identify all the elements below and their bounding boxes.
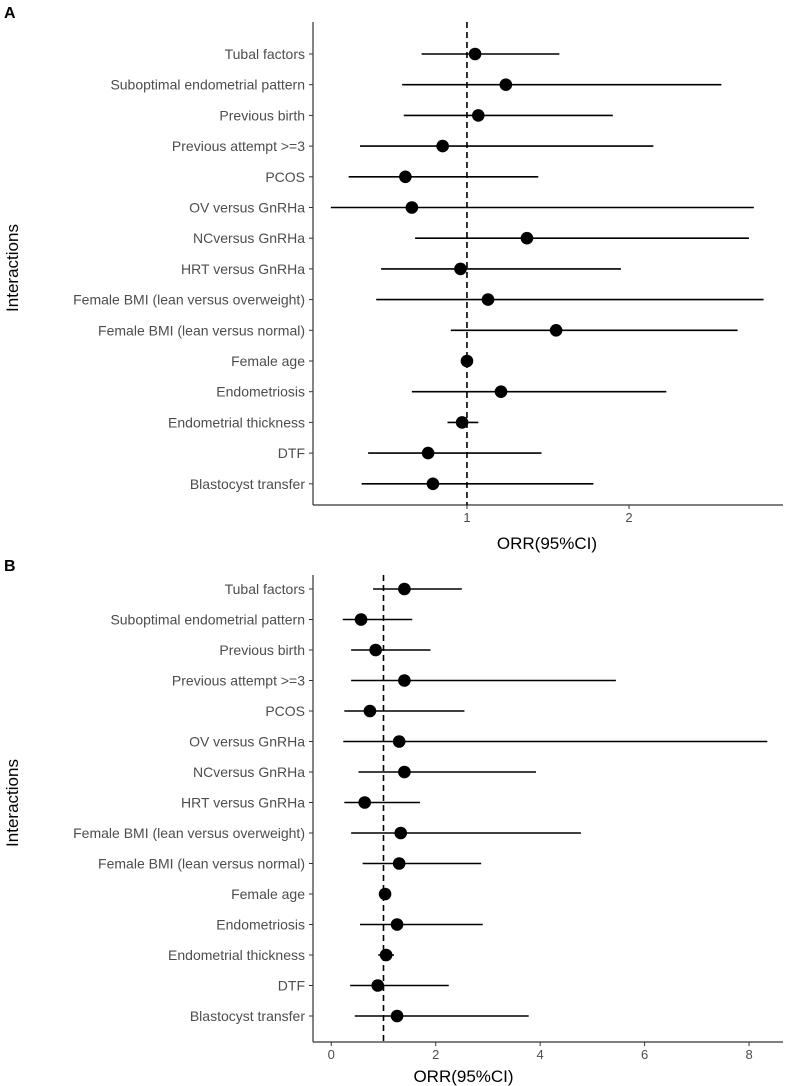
row-label: Tubal factors	[225, 581, 305, 597]
row-label: OV versus GnRHa	[189, 734, 305, 750]
orr-point	[436, 139, 449, 153]
orr-point	[398, 582, 411, 596]
orr-point	[460, 354, 474, 368]
row-label: Previous birth	[219, 107, 305, 123]
y-axis-title: Interactions	[3, 224, 22, 312]
orr-point	[405, 201, 419, 214]
orr-point	[378, 887, 392, 901]
panel-a: A 1 2 Tubal factors Suboptimal endometrial p…	[3, 5, 783, 553]
orr-point	[426, 477, 440, 491]
row-label: Endometriosis	[216, 917, 305, 933]
row-label: Previous attempt >=3	[172, 673, 305, 689]
row-label: Female BMI (lean versus normal)	[98, 322, 305, 338]
orr-point	[398, 674, 411, 687]
row-label: Female BMI (lean versus overweight)	[73, 292, 305, 308]
orr-point	[363, 704, 377, 718]
x-axis-title: ORR(95%CI)	[497, 534, 597, 553]
orr-point	[454, 262, 467, 276]
orr-point	[398, 765, 411, 779]
panel-b: B 0 2 4 6 8 Tubal factors Suboptimal endometria…	[3, 558, 783, 1086]
row-label: Endometrial thickness	[168, 947, 305, 963]
row-label: HRT versus GnRHa	[181, 795, 305, 811]
orr-point	[549, 324, 563, 337]
row-label: HRT versus GnRHa	[181, 261, 305, 277]
orr-point	[455, 416, 469, 429]
row-label: Previous attempt >=3	[172, 138, 305, 154]
row-label: Previous birth	[219, 642, 305, 658]
orr-point	[392, 857, 406, 870]
panel-label: B	[4, 558, 16, 575]
row-label: Suboptimal endometrial pattern	[110, 612, 305, 628]
row-label: OV versus GnRHa	[189, 200, 305, 216]
orr-point	[379, 948, 393, 962]
row-label: NCversus GnRHa	[193, 764, 305, 780]
row-label: PCOS	[265, 169, 305, 185]
orr-point	[371, 979, 385, 992]
row-label: PCOS	[265, 703, 305, 719]
row-label: Blastocyst transfer	[190, 476, 305, 492]
x-tick-label: 6	[641, 1047, 648, 1062]
x-tick-label: 1	[463, 510, 470, 525]
orr-point	[390, 1009, 404, 1023]
orr-point	[390, 918, 404, 931]
x-tick-label: 4	[537, 1047, 544, 1062]
x-axis-title: ORR(95%CI)	[413, 1067, 513, 1086]
row-label: Female age	[231, 353, 305, 369]
x-tick-label: 2	[625, 510, 632, 525]
orr-point	[392, 735, 406, 748]
orr-point	[394, 826, 408, 840]
row-label: Female age	[231, 886, 305, 902]
orr-point	[520, 231, 534, 245]
row-label: DTF	[278, 445, 305, 461]
row-label: DTF	[278, 978, 305, 994]
row-label: Endometrial thickness	[168, 414, 305, 430]
orr-point	[468, 47, 482, 61]
orr-point	[399, 170, 412, 184]
row-label: Endometriosis	[216, 384, 305, 400]
row-label: Female BMI (lean versus normal)	[98, 856, 305, 872]
row-label: Tubal factors	[225, 46, 305, 62]
panel-label: A	[4, 5, 16, 22]
row-label: Suboptimal endometrial pattern	[110, 77, 305, 93]
row-label: Blastocyst transfer	[190, 1008, 305, 1024]
orr-point	[354, 613, 368, 626]
orr-point	[421, 446, 435, 460]
row-label: Female BMI (lean versus overweight)	[73, 825, 305, 841]
orr-point	[369, 643, 382, 657]
x-tick-label: 2	[432, 1047, 439, 1062]
x-tick-label: 0	[328, 1047, 335, 1062]
x-tick-label: 8	[745, 1047, 752, 1062]
y-axis-title: Interactions	[3, 759, 22, 847]
row-label: NCversus GnRHa	[193, 230, 305, 246]
orr-point	[499, 78, 513, 91]
orr-point	[472, 109, 485, 122]
orr-point	[481, 293, 495, 306]
orr-point	[494, 385, 508, 399]
orr-point	[358, 796, 372, 809]
